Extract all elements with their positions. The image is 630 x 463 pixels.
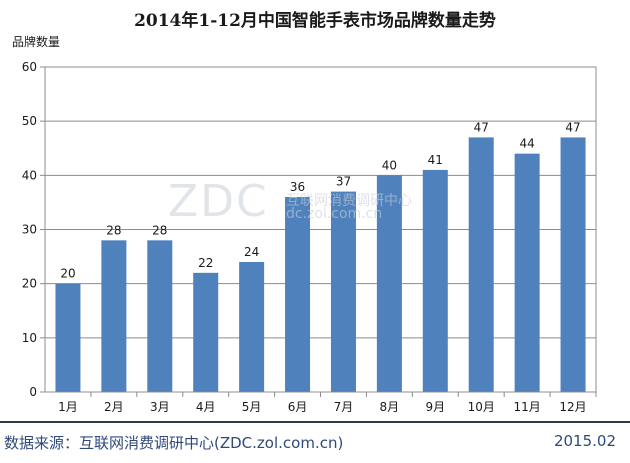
x-tick-label: 2月 (104, 400, 124, 414)
bar (101, 240, 127, 392)
y-tick-label: 10 (22, 331, 37, 345)
watermark-text: 互联网消费调研中心 (286, 193, 412, 209)
x-tick-label: 3月 (150, 400, 170, 414)
data-label: 41 (428, 153, 443, 167)
footer-source-text: 数据来源：互联网消费调研中心(ZDC.zol.com.cn) (4, 434, 344, 452)
data-label: 24 (244, 245, 259, 259)
watermark-logo: ZDC (168, 176, 269, 227)
x-tick-label: 12月 (559, 400, 586, 414)
bar (55, 283, 81, 392)
x-tick-label: 10月 (468, 400, 495, 414)
bar (422, 169, 448, 392)
bars (55, 137, 586, 392)
x-tick-label: 4月 (196, 400, 216, 414)
x-tick-label: 1月 (58, 400, 78, 414)
bar (193, 272, 219, 392)
bar (468, 137, 494, 392)
data-label: 28 (106, 223, 121, 237)
chart-title: 2014年1-12月中国智能手表市场品牌数量走势 (134, 11, 496, 31)
x-tick-label: 6月 (288, 400, 308, 414)
x-tick-label: 7月 (334, 400, 354, 414)
footer-divider (0, 421, 630, 423)
y-tick-label: 50 (22, 114, 37, 128)
data-label: 36 (290, 180, 305, 194)
y-tick-label: 20 (22, 277, 37, 291)
y-tick-label: 0 (29, 385, 37, 399)
axes (40, 66, 597, 397)
x-tick-label: 5月 (242, 400, 262, 414)
data-label: 22 (198, 256, 213, 270)
data-label: 37 (336, 175, 351, 189)
y-tick-label: 30 (22, 223, 37, 237)
x-tick-labels: 1月 2月 3月 4月 5月 6月 7月 8月 9月 10月 11月 12月 (58, 400, 587, 414)
data-label: 40 (382, 158, 397, 172)
y-axis-label: 品牌数量 (12, 34, 60, 49)
y-tick-label: 60 (22, 60, 37, 74)
x-tick-label: 9月 (425, 400, 445, 414)
footer-date: 2015.02 (553, 432, 616, 450)
bar (147, 240, 173, 392)
bar (560, 137, 586, 392)
y-tick-label: 40 (22, 168, 37, 182)
x-tick-label: 8月 (380, 400, 400, 414)
data-label: 20 (60, 267, 75, 281)
bar (514, 153, 540, 392)
bar (376, 175, 402, 392)
data-label: 47 (474, 120, 489, 134)
data-label: 28 (152, 223, 167, 237)
watermark-url: dc.zol.com.cn (286, 206, 383, 222)
y-tick-labels: 0 10 20 30 40 50 60 (22, 60, 37, 399)
bar (239, 262, 265, 392)
data-label: 47 (565, 120, 580, 134)
data-label: 44 (519, 137, 534, 151)
bar (330, 191, 356, 392)
data-labels: 20 28 28 22 24 36 37 40 41 47 44 47 (60, 120, 580, 280)
bar (285, 197, 311, 392)
x-tick-label: 11月 (513, 400, 540, 414)
